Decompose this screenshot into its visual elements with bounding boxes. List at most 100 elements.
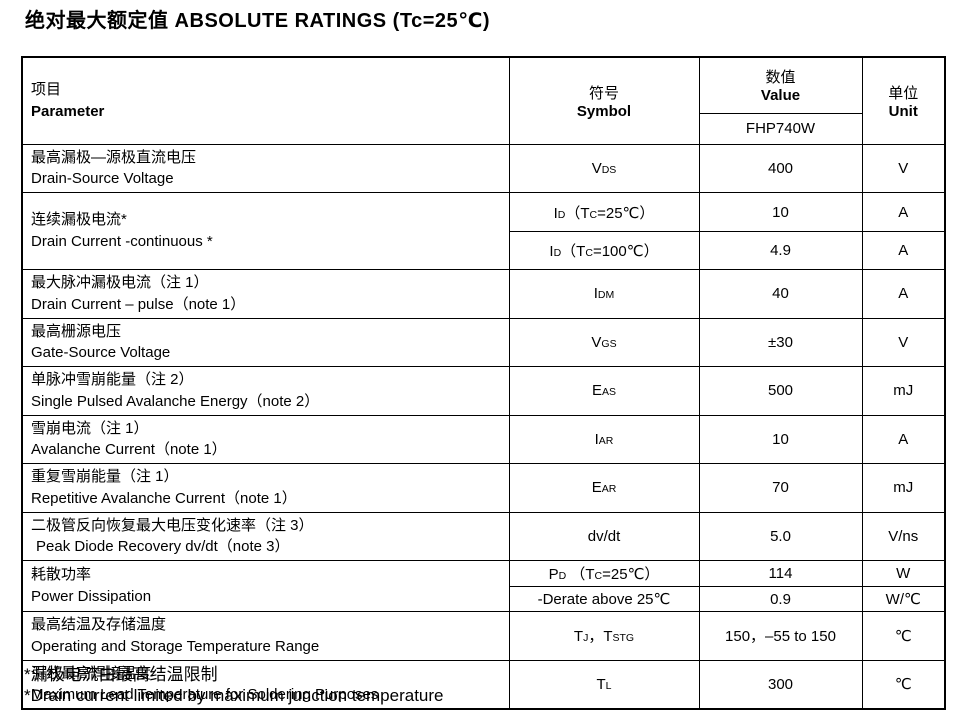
symbol-subscript: D bbox=[553, 247, 562, 259]
symbol-text: P bbox=[548, 566, 559, 583]
param-cell-iar: 雪崩电流（注 1） Avalanche Current（note 1） bbox=[21, 414, 510, 464]
value-cell-id-tc25: 10 bbox=[698, 192, 863, 232]
symbol-text: E bbox=[591, 382, 602, 400]
header-symbol-cell: 符号 Symbol bbox=[508, 56, 700, 145]
symbol-cell-vgs: VGS bbox=[508, 317, 700, 367]
footnote-en: *Drain current limited by maximum juncti… bbox=[24, 686, 444, 705]
symbol-cell-id-tc25: ID（TC=25℃） bbox=[508, 192, 700, 232]
param-en: Power Dissipation bbox=[31, 588, 152, 605]
symbol-text: =100℃） bbox=[592, 243, 659, 260]
symbol-cell-tl: TL bbox=[508, 659, 700, 710]
symbol-text: I bbox=[594, 430, 599, 448]
param-en: Peak Diode Recovery dv/dt（note 3） bbox=[36, 538, 290, 556]
symbol-text: =25℃） bbox=[597, 204, 655, 222]
symbol-text: I bbox=[549, 243, 554, 260]
unit-cell-dvdt: V/ns bbox=[861, 511, 946, 561]
header-parameter-cell: 项目 Parameter bbox=[21, 56, 510, 145]
symbol-cell-dvdt: dv/dt bbox=[508, 511, 700, 561]
table-row: 二极管反向恢复最大电压变化速率（注 3） Peak Diode Recovery… bbox=[21, 511, 946, 561]
value-cell-tj: 150，–55 to 150 bbox=[698, 611, 863, 661]
value-cell-iar: 10 bbox=[698, 414, 863, 464]
value-cell-tl: 300 bbox=[698, 659, 863, 710]
symbol-cell-vds: VDS bbox=[508, 143, 700, 193]
param-zh: 雪崩电流（注 1） bbox=[31, 419, 149, 437]
symbol-cell-idm: IDM bbox=[508, 269, 700, 319]
value-cell-dvdt: 5.0 bbox=[698, 511, 863, 561]
symbol-text: V bbox=[591, 333, 602, 351]
symbol-text: （T bbox=[565, 204, 590, 222]
param-en: Drain-Source Voltage bbox=[31, 170, 174, 188]
unit-cell-ear: mJ bbox=[861, 463, 946, 513]
symbol-cell-pd-derate: -Derate above 25℃ bbox=[508, 586, 700, 612]
unit-cell-pd-derate: W/℃ bbox=[861, 586, 946, 612]
param-cell-vds: 最高漏极—源极直流电压 Drain-Source Voltage bbox=[21, 143, 510, 193]
symbol-text: T bbox=[573, 628, 584, 646]
symbol-subscript: D bbox=[557, 208, 566, 221]
header-parameter-en: Parameter bbox=[31, 102, 105, 120]
table-row: -Derate above 25℃ 0.9 W/℃ bbox=[22, 586, 946, 612]
param-en: Gate-Source Voltage bbox=[31, 344, 171, 362]
symbol-text: V bbox=[591, 159, 602, 177]
header-value-en: Value bbox=[760, 87, 801, 105]
param-cell-dvdt: 二极管反向恢复最大电压变化速率（注 3） Peak Diode Recovery… bbox=[21, 511, 510, 561]
symbol-text: T bbox=[596, 675, 606, 693]
unit-cell-vgs: V bbox=[861, 317, 946, 367]
table-row: 雪崩电流（注 1） Avalanche Current（note 1） IAR … bbox=[21, 414, 946, 464]
param-en: Drain Current -continuous * bbox=[31, 233, 213, 250]
param-cell-eas: 单脉冲雪崩能量（注 2） Single Pulsed Avalanche Ene… bbox=[21, 366, 510, 416]
param-zh: 最大脉冲漏极电流（注 1） bbox=[31, 274, 209, 291]
symbol-subscript: DM bbox=[597, 289, 615, 302]
header-device-cell: FHP740W bbox=[698, 112, 863, 145]
param-en: Drain Current – pulse（note 1） bbox=[31, 295, 246, 313]
symbol-subscript: GS bbox=[601, 337, 617, 350]
value-cell-ear: 70 bbox=[698, 463, 863, 513]
value-cell-id-tc100: 4.9 bbox=[698, 231, 863, 270]
table-header-row: 项目 Parameter 符号 Symbol 数值 Value 单位 Unit bbox=[21, 56, 946, 145]
value-cell-idm: 40 bbox=[698, 269, 863, 319]
symbol-text: （T bbox=[561, 243, 586, 260]
unit-cell-vds: V bbox=[861, 143, 946, 193]
table-row: 单脉冲雪崩能量（注 2） Single Pulsed Avalanche Ene… bbox=[21, 366, 946, 416]
symbol-text: E bbox=[591, 479, 602, 497]
param-cell-pd: 耗散功率 Power Dissipation bbox=[21, 560, 510, 612]
param-zh: 连续漏极电流* bbox=[31, 211, 127, 229]
symbol-cell-iar: IAR bbox=[508, 414, 700, 464]
param-en: Avalanche Current（note 1） bbox=[31, 441, 227, 459]
unit-cell-id-tc100: A bbox=[861, 231, 946, 270]
table-row: ID（TC=100℃） 4.9 A bbox=[22, 231, 946, 270]
symbol-subscript: AR bbox=[598, 434, 614, 447]
symbol-subscript: C bbox=[594, 570, 603, 582]
param-cell-idm: 最大脉冲漏极电流（注 1） Drain Current – pulse（note… bbox=[21, 269, 510, 319]
value-cell-vgs: ±30 bbox=[698, 317, 863, 367]
symbol-text: （T bbox=[566, 566, 595, 583]
param-en: Operating and Storage Temperature Range bbox=[31, 637, 320, 655]
unit-cell-iar: A bbox=[861, 414, 946, 464]
param-cell-tl: 引线最高焊接温度 Maximum Lead Temperature for So… bbox=[21, 659, 510, 710]
symbol-subscript: C bbox=[589, 208, 598, 221]
unit-cell-idm: A bbox=[861, 269, 946, 319]
param-cell-ear: 重复雪崩能量（注 1） Repetitive Avalanche Current… bbox=[21, 463, 510, 513]
symbol-subscript: J bbox=[583, 632, 589, 645]
param-zh: 重复雪崩能量（注 1） bbox=[31, 468, 179, 485]
param-zh: 最高漏极—源极直流电压 bbox=[31, 148, 197, 166]
symbol-text: dv/dt bbox=[587, 527, 621, 545]
header-value-zh: 数值 bbox=[765, 69, 796, 87]
param-zh: 最高结温及存储温度 bbox=[31, 616, 167, 633]
symbol-subscript: DS bbox=[601, 163, 617, 176]
symbol-cell-eas: EAS bbox=[508, 366, 700, 416]
header-value-cell: 数值 Value bbox=[698, 56, 863, 114]
param-en: Repetitive Avalanche Current（note 1） bbox=[31, 489, 297, 507]
table-row: 耗散功率 Power Dissipation PD （TC=25℃） 114 W bbox=[21, 560, 946, 612]
symbol-cell-pd-tc25: PD （TC=25℃） bbox=[508, 560, 700, 587]
table-row: 重复雪崩能量（注 1） Repetitive Avalanche Current… bbox=[21, 463, 946, 513]
symbol-subscript: STG bbox=[612, 632, 635, 645]
absolute-ratings-table: 项目 Parameter 符号 Symbol 数值 Value 单位 Unit … bbox=[21, 56, 946, 710]
header-parameter-zh: 项目 bbox=[31, 81, 62, 98]
symbol-subscript: D bbox=[558, 570, 567, 582]
table-row: 引线最高焊接温度 Maximum Lead Temperature for So… bbox=[21, 659, 946, 710]
footnote-zh: *漏极电流由最高结温限制 bbox=[24, 665, 218, 684]
header-unit-zh: 单位 bbox=[888, 84, 919, 102]
page-title: 绝对最大额定值 ABSOLUTE RATINGS (Tc=25℃) bbox=[25, 10, 491, 32]
table-row: 最高漏极—源极直流电压 Drain-Source Voltage VDS 400… bbox=[21, 143, 946, 193]
